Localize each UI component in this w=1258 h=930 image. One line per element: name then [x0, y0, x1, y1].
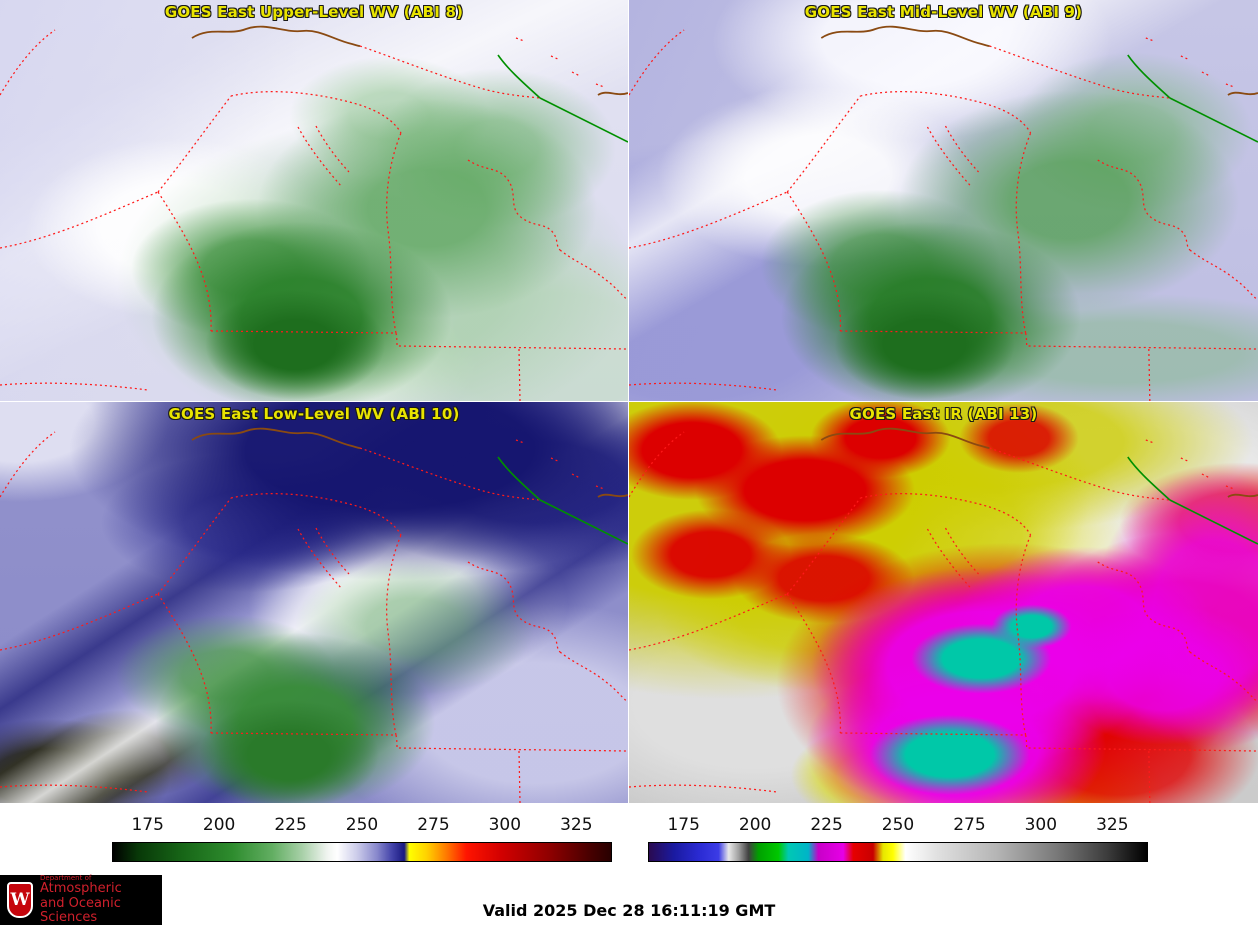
tick-label: 300 — [1024, 815, 1058, 835]
tick-label: 175 — [667, 815, 700, 835]
logo-dept-line: and Oceanic Sciences — [40, 895, 121, 925]
map-boundaries-overlay — [629, 427, 1258, 803]
colorbar-ir-ticks: 175 200 225 250 275 300 325 — [648, 815, 1148, 842]
panel-ir: GOES East IR (ABI 13) — [629, 402, 1258, 803]
colorbar-ir-gradient — [648, 842, 1148, 862]
tick-label: 325 — [560, 815, 593, 835]
footer: W Department of Atmospheric and Oceanic … — [0, 873, 1258, 930]
colorbar-wv: 175 200 225 250 275 300 325 — [112, 815, 612, 862]
uw-aos-logo: W Department of Atmospheric and Oceanic … — [0, 873, 162, 926]
panel-upper-level-wv: GOES East Upper-Level WV (ABI 8) — [0, 0, 628, 401]
tick-label: 300 — [488, 815, 522, 835]
tick-label: 275 — [953, 815, 986, 835]
panel-mid-level-wv: GOES East Mid-Level WV (ABI 9) — [629, 0, 1258, 401]
tick-label: 250 — [345, 815, 379, 835]
tick-label: 200 — [738, 815, 772, 835]
satellite-quadpanel: GOES East Upper-Level WV (ABI 8) GOES Ea… — [0, 0, 1258, 803]
colorbar-row: 175 200 225 250 275 300 325 175 200 225 … — [0, 803, 1258, 875]
valid-time-label: Valid 2025 Dec 28 16:11:19 GMT — [482, 901, 776, 920]
logo-dept-line: Atmospheric — [40, 881, 122, 897]
colorbar-wv-ticks: 175 200 225 250 275 300 325 — [112, 815, 612, 842]
tick-label: 250 — [881, 815, 915, 835]
logo-dept-line: Department of — [40, 873, 92, 882]
panel-title-abi13: GOES East IR (ABI 13) — [849, 405, 1038, 423]
map-boundaries-overlay — [629, 25, 1258, 401]
crest-letter: W — [10, 890, 30, 910]
colorbar-wv-gradient — [112, 842, 612, 862]
map-boundaries-overlay — [0, 427, 628, 803]
tick-label: 275 — [417, 815, 450, 835]
colorbar-ir: 175 200 225 250 275 300 325 — [648, 815, 1148, 862]
panel-low-level-wv: GOES East Low-Level WV (ABI 10) — [0, 402, 628, 803]
panel-title-abi10: GOES East Low-Level WV (ABI 10) — [168, 405, 460, 423]
tick-label: 200 — [202, 815, 236, 835]
panel-title-abi8: GOES East Upper-Level WV (ABI 8) — [164, 3, 464, 21]
uw-aos-logo-text: Department of Atmospheric and Oceanic Sc… — [40, 873, 155, 926]
map-boundaries-overlay — [0, 25, 628, 401]
tick-label: 175 — [131, 815, 164, 835]
tick-label: 325 — [1096, 815, 1129, 835]
tick-label: 225 — [810, 815, 843, 835]
uw-crest-icon: W — [7, 882, 33, 918]
panel-title-abi9: GOES East Mid-Level WV (ABI 9) — [804, 3, 1083, 21]
tick-label: 225 — [274, 815, 307, 835]
